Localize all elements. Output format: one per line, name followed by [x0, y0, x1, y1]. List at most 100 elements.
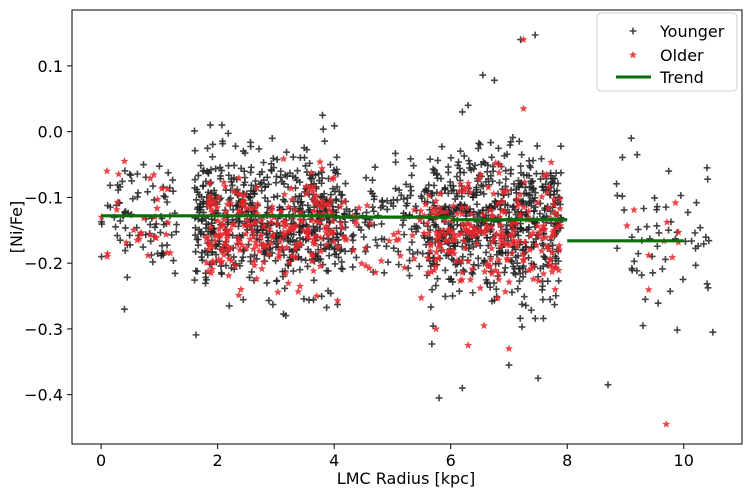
- younger-point: [296, 266, 304, 274]
- older-point: [214, 230, 223, 239]
- younger-point: [408, 225, 415, 233]
- younger-point: [133, 170, 141, 178]
- younger-point: [450, 242, 458, 250]
- older-point: [424, 191, 433, 200]
- younger-point: [537, 265, 544, 272]
- younger-point: [380, 236, 388, 243]
- younger-point: [198, 253, 205, 261]
- younger-point: [507, 170, 515, 178]
- younger-point: [273, 277, 281, 284]
- younger-point: [98, 253, 105, 261]
- younger-point: [255, 145, 263, 153]
- younger-point: [509, 263, 517, 270]
- younger-point: [378, 220, 386, 228]
- older-point: [227, 199, 236, 207]
- younger-point: [230, 162, 238, 169]
- older-point: [296, 282, 305, 290]
- y-axis-label: [Ni/Fe]: [7, 201, 26, 253]
- older-point: [496, 242, 505, 250]
- older-point: [310, 239, 319, 248]
- younger-point: [343, 205, 350, 213]
- younger-point: [502, 167, 510, 175]
- older-point: [430, 266, 439, 274]
- younger-point: [516, 269, 524, 277]
- younger-point: [193, 236, 201, 243]
- younger-point: [518, 300, 526, 308]
- older-point: [460, 184, 469, 193]
- younger-point: [370, 195, 378, 203]
- older-point: [250, 261, 259, 269]
- older-point: [464, 179, 473, 187]
- younger-point: [447, 182, 454, 189]
- younger-point: [384, 258, 392, 266]
- younger-point: [383, 205, 391, 213]
- older-point: [340, 197, 349, 206]
- older-point: [519, 35, 528, 43]
- older-point: [309, 251, 318, 260]
- older-point: [205, 241, 214, 249]
- older-point: [102, 166, 111, 175]
- older-point: [204, 201, 213, 209]
- younger-point: [518, 151, 526, 159]
- older-point: [352, 215, 361, 224]
- younger-point: [414, 224, 422, 232]
- older-point: [122, 238, 131, 247]
- older-point: [307, 257, 316, 265]
- older-point: [322, 228, 331, 237]
- younger-point: [495, 144, 502, 152]
- older-point: [447, 227, 456, 235]
- older-point: [253, 199, 262, 208]
- younger-point: [531, 31, 539, 39]
- younger-point: [490, 76, 498, 84]
- younger-point: [639, 322, 647, 330]
- younger-point: [630, 257, 638, 265]
- older-point: [389, 230, 398, 238]
- younger-point: [477, 188, 485, 196]
- younger-point: [113, 232, 121, 240]
- older-point: [290, 205, 299, 214]
- younger-point: [620, 206, 628, 214]
- younger-point: [272, 257, 279, 265]
- older-point: [317, 247, 325, 255]
- younger-point: [392, 158, 400, 166]
- older-point: [496, 232, 505, 240]
- younger-point: [118, 178, 126, 185]
- older-point: [249, 232, 258, 240]
- older-point: [545, 183, 554, 191]
- younger-point: [540, 315, 547, 322]
- older-point: [214, 193, 223, 202]
- older-point: [423, 219, 432, 228]
- younger-point: [505, 361, 513, 369]
- younger-point: [207, 166, 215, 174]
- younger-point: [318, 292, 326, 300]
- younger-point: [538, 155, 545, 163]
- younger-point: [297, 255, 305, 263]
- younger-point: [296, 154, 304, 162]
- older-point: [226, 244, 235, 252]
- older-point: [432, 248, 441, 256]
- older-point: [166, 248, 175, 257]
- older-point: [262, 242, 271, 250]
- older-point: [251, 217, 260, 226]
- younger-point: [515, 182, 523, 190]
- older-point: [298, 217, 307, 225]
- older-point: [291, 241, 300, 249]
- older-point: [529, 228, 537, 237]
- younger-point: [539, 296, 547, 303]
- older-point: [512, 195, 521, 203]
- younger-point: [516, 277, 523, 285]
- axes: 0 2 4 6 8 10 −0.4 −0.3 −0.2 −0.1 0.0 0.1: [24, 9, 743, 470]
- younger-point: [546, 296, 554, 303]
- younger-point: [281, 198, 289, 205]
- older-point: [498, 197, 507, 205]
- younger-point: [653, 222, 661, 230]
- younger-point: [170, 257, 177, 264]
- younger-point: [530, 207, 538, 215]
- older-point: [206, 223, 215, 231]
- older-point: [555, 241, 564, 250]
- younger-point: [651, 194, 658, 202]
- younger-point: [331, 260, 339, 268]
- younger-point: [453, 269, 460, 277]
- younger-point: [470, 243, 477, 251]
- older-point: [540, 171, 549, 180]
